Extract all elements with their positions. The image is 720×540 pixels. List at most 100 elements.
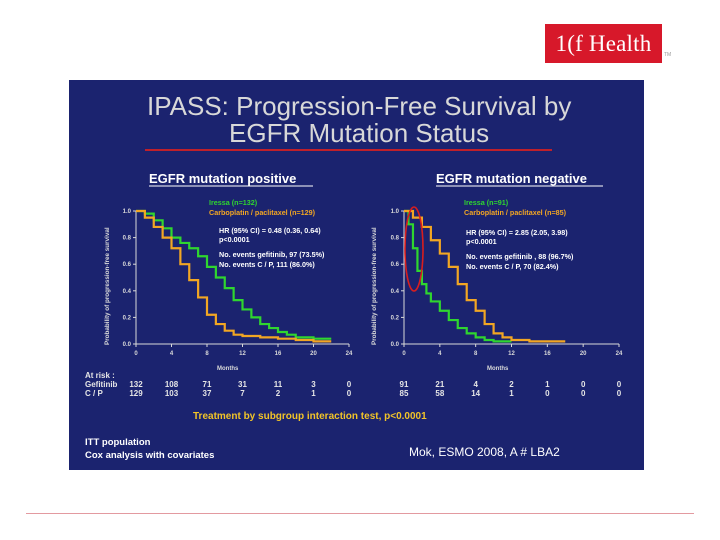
- at-risk-value: 0: [545, 389, 550, 398]
- at-risk-value: 21: [435, 380, 444, 389]
- at-risk-row-name: Gefitinib: [85, 380, 118, 389]
- at-risk-value: 31: [238, 380, 247, 389]
- legend-cp: Carboplatin / paclitaxel (n=85): [464, 208, 567, 217]
- slide-title-line1: IPASS: Progression-Free Survival by: [147, 91, 571, 121]
- footer-line1: ITT population: [85, 437, 151, 448]
- at-risk-value: 108: [165, 380, 179, 389]
- y-tick-label: 0.4: [391, 289, 400, 295]
- y-tick-label: 0.6: [123, 262, 132, 268]
- km-curves: [404, 209, 566, 343]
- y-tick-label: 0.8: [123, 236, 132, 242]
- at-risk-label: At risk :: [85, 371, 115, 380]
- x-tick-label: 8: [205, 351, 209, 357]
- annotation-events-gefitinib: No. events gefitinib , 88 (96.7%): [466, 252, 574, 261]
- at-risk-row-name: C / P: [85, 389, 103, 398]
- x-tick-label: 4: [438, 351, 442, 357]
- x-tick-label: 12: [239, 351, 246, 357]
- annotation-events-gefitinib: No. events gefitinib, 97 (73.5%): [219, 250, 325, 259]
- y-axis-label: Probability of progression-free survival: [104, 227, 111, 345]
- y-tick-label: 0.8: [391, 236, 400, 242]
- x-tick-label: 20: [310, 351, 317, 357]
- legend-iressa: Iressa (n=91): [464, 198, 509, 207]
- at-risk-value: 0: [617, 380, 622, 389]
- at-risk-value: 103: [165, 389, 179, 398]
- at-risk-value: 1: [311, 389, 316, 398]
- x-tick-label: 24: [616, 351, 623, 357]
- legend-iressa: Iressa (n=132): [209, 198, 258, 207]
- x-tick-label: 4: [170, 351, 174, 357]
- panel-title-negative: EGFR mutation negative: [436, 171, 587, 186]
- at-risk-value: 1: [509, 389, 514, 398]
- panel-mutation-negative: EGFR mutation negative Probability of pr…: [371, 171, 623, 398]
- y-axis-label: Probability of progression-free survival: [371, 227, 378, 345]
- axes: 0 4 8 12 16 20 24 0.0 0.2 0.4 0.6 0.8 1.0: [123, 209, 353, 357]
- legend-cp: Carboplatin / paclitaxel (n=129): [209, 208, 316, 217]
- cp-survival-curve: [136, 209, 332, 343]
- annotation-events-cp: No. events C / P, 70 (82.4%): [466, 262, 559, 271]
- highlight-oval: [404, 206, 424, 292]
- x-tick-label: 16: [544, 351, 551, 357]
- logo-trademark: TM: [664, 52, 672, 58]
- panel-mutation-positive: EGFR mutation positive Probability of pr…: [85, 171, 353, 398]
- at-risk-value: 4: [473, 380, 478, 389]
- x-tick-label: 16: [275, 351, 282, 357]
- km-curves: [136, 209, 332, 343]
- y-tick-label: 0.2: [123, 315, 132, 321]
- y-tick-label: 0.0: [123, 342, 132, 348]
- treatment-note: Treatment by subgroup interaction test, …: [193, 411, 427, 422]
- axes: 0 4 8 12 16 20 24 0.0 0.2 0.4 0.6 0.8 1.0: [391, 209, 623, 357]
- at-risk-value: 14: [471, 389, 480, 398]
- at-risk-values: 91 21 4 2 1 0 085 58 14 1 0 0 0: [400, 380, 622, 398]
- citation: Mok, ESMO 2008, A # LBA2: [409, 445, 560, 459]
- slide-chart-svg: IPASS: Progression-Free Survival by EGFR…: [85, 91, 623, 461]
- y-tick-label: 0.0: [391, 342, 400, 348]
- y-tick-label: 0.2: [391, 315, 400, 321]
- x-axis-label: Months: [487, 366, 509, 372]
- slide-title-line2: EGFR Mutation Status: [229, 118, 489, 148]
- x-tick-label: 0: [402, 351, 406, 357]
- x-axis-label: Months: [217, 366, 239, 372]
- slide-image: IPASS: Progression-Free Survival by EGFR…: [69, 80, 644, 470]
- y-tick-label: 0.6: [391, 262, 400, 268]
- bottom-divider: [26, 513, 694, 514]
- annotation-hr: HR (95% CI) = 0.48 (0.36, 0.64): [219, 226, 321, 235]
- at-risk-value: 1: [545, 380, 550, 389]
- at-risk-value: 11: [274, 380, 283, 389]
- x-tick-label: 20: [580, 351, 587, 357]
- panel-title-positive: EGFR mutation positive: [149, 171, 296, 186]
- x-tick-label: 12: [508, 351, 515, 357]
- iressa-survival-curve: [136, 209, 332, 340]
- at-risk-value: 71: [203, 380, 212, 389]
- cp-survival-curve: [404, 209, 566, 343]
- brand-logo: 1(f Health: [545, 24, 662, 63]
- at-risk-value: 3: [311, 380, 316, 389]
- at-risk-value: 85: [400, 389, 409, 398]
- at-risk-value: 58: [435, 389, 444, 398]
- x-tick-label: 24: [346, 351, 353, 357]
- at-risk-value: 132: [129, 380, 143, 389]
- y-tick-label: 0.4: [123, 289, 132, 295]
- at-risk-value: 129: [129, 389, 143, 398]
- annotation-events-cp: No. events C / P, 111 (86.0%): [219, 260, 315, 269]
- annotation-p: p<0.0001: [219, 235, 250, 244]
- x-tick-label: 0: [134, 351, 138, 357]
- at-risk-value: 0: [581, 389, 586, 398]
- at-risk-value: 0: [617, 389, 622, 398]
- at-risk-value: 7: [240, 389, 245, 398]
- at-risk-values: 132 108 71 31 11 3 0 129 103 37 7 2 1 0: [129, 380, 351, 398]
- at-risk-value: 91: [400, 380, 409, 389]
- iressa-survival-curve: [404, 209, 512, 343]
- logo-text: 1(f Health: [555, 31, 652, 56]
- annotation-p: p<0.0001: [466, 237, 497, 246]
- annotation-hr: HR (95% CI) = 2.85 (2.05, 3.98): [466, 228, 568, 237]
- at-risk-value: 0: [581, 380, 586, 389]
- x-tick-label: 8: [474, 351, 478, 357]
- at-risk-value: 2: [509, 380, 514, 389]
- y-tick-label: 1.0: [391, 209, 400, 215]
- y-tick-label: 1.0: [123, 209, 132, 215]
- at-risk-value: 2: [276, 389, 281, 398]
- at-risk-value: 0: [347, 389, 352, 398]
- at-risk-value: 37: [203, 389, 212, 398]
- at-risk-value: 0: [347, 380, 352, 389]
- footer-line2: Cox analysis with covariates: [85, 450, 214, 461]
